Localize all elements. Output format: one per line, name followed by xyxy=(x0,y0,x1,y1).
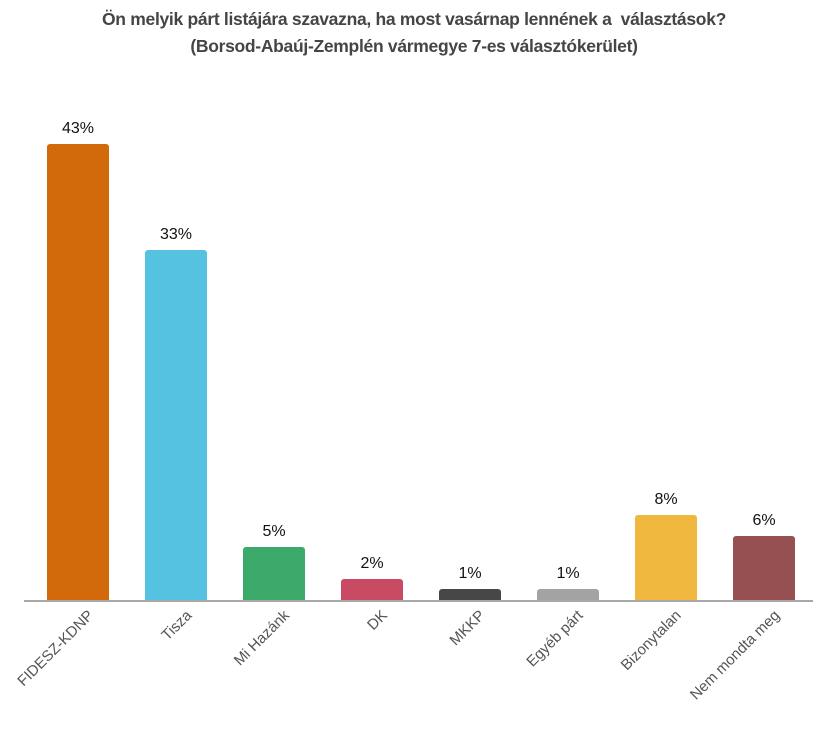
bar xyxy=(341,579,403,600)
bar-columns: 43% 33% 5% 2% 1% 1% 8% 6% xyxy=(29,0,813,600)
bar-value-label: 2% xyxy=(360,555,384,572)
bar xyxy=(439,589,501,600)
bar-value-label: 1% xyxy=(458,565,482,582)
chart-title: Ön melyik párt listájára szavazna, ha mo… xyxy=(101,9,727,29)
x-tick-label: Mi Hazánk xyxy=(230,607,294,670)
chart-subtitle: (Borsod-Abaúj-Zemplén vármegye 7-es vála… xyxy=(190,36,638,56)
x-axis-line xyxy=(24,600,813,602)
bar-value-label: 43% xyxy=(61,120,95,137)
x-tick-label: Nem mondta meg xyxy=(686,607,784,704)
bar xyxy=(635,515,697,600)
bar-value-label: 1% xyxy=(556,565,580,582)
bar-column: 6% xyxy=(715,0,813,600)
x-tick-label: MKKP xyxy=(446,607,490,650)
bar-value-label: 33% xyxy=(159,226,193,243)
x-tick-label: Bizonytalan xyxy=(618,607,686,674)
bar xyxy=(243,547,305,600)
title-block: Ön melyik párt listájára szavazna, ha mo… xyxy=(0,6,828,60)
bar-column: 1% xyxy=(519,0,617,600)
x-tick-label: FIDESZ-KDNP xyxy=(14,607,98,690)
bar-column: 43% xyxy=(29,0,127,600)
x-tick-label: Egyéb párt xyxy=(523,607,588,671)
bar xyxy=(47,144,109,600)
bar xyxy=(537,589,599,600)
bar-column: 1% xyxy=(421,0,519,600)
bar xyxy=(145,250,207,600)
bar xyxy=(733,536,795,600)
bar-value-label: 6% xyxy=(752,512,776,529)
x-tick-label: DK xyxy=(364,607,392,634)
bar-column: 33% xyxy=(127,0,225,600)
x-tick-label: Tisza xyxy=(158,607,196,644)
bar-value-label: 8% xyxy=(654,491,678,508)
bar-column: 5% xyxy=(225,0,323,600)
bar-value-label: 5% xyxy=(262,523,286,540)
bar-column: 8% xyxy=(617,0,715,600)
bar-column: 2% xyxy=(323,0,421,600)
